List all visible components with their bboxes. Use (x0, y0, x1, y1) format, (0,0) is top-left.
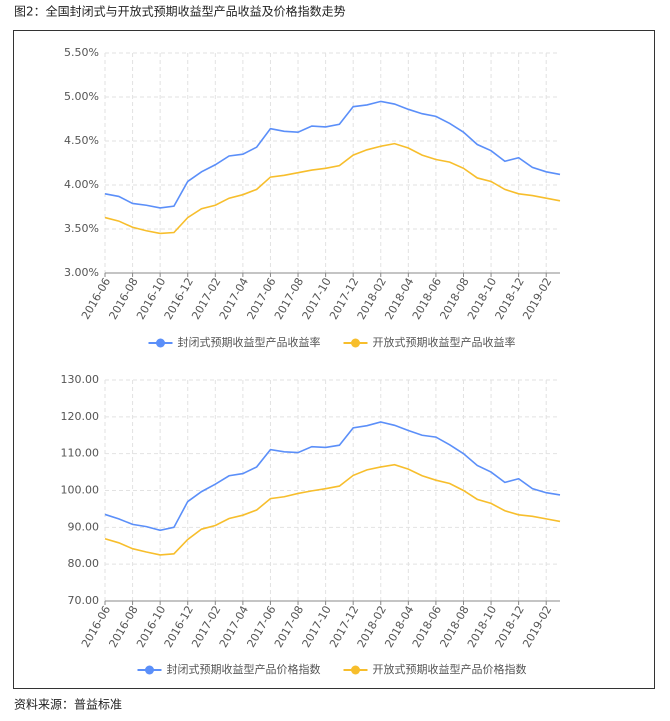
series-line (104, 142, 561, 235)
figure-caption: 图2：全国封闭式与开放式预期收益型产品收益及价格指数走势 (14, 4, 346, 19)
legend-symbol (156, 338, 165, 348)
legend-label: 开放式预期收益型产品价格指数 (373, 662, 527, 676)
y-tick-label: 5.00% (64, 90, 99, 103)
y-tick-label: 80.00 (68, 557, 100, 570)
legend-symbol (351, 338, 360, 348)
legend-label: 开放式预期收益型产品收益率 (373, 335, 516, 349)
series-line (104, 463, 561, 556)
y-tick-label: 3.50% (64, 222, 99, 235)
figure-frame (13, 30, 655, 689)
series-line (104, 421, 561, 532)
legend-symbol (351, 665, 360, 675)
legend-label: 封闭式预期收益型产品收益率 (178, 335, 321, 349)
y-tick-label: 4.50% (64, 134, 99, 147)
y-tick-label: 100.00 (61, 484, 100, 497)
y-tick-label: 130.00 (61, 373, 100, 386)
y-tick-label: 120.00 (61, 410, 100, 423)
source-note: 资料来源：普益标准 (14, 698, 122, 712)
y-tick-label: 90.00 (68, 520, 100, 533)
y-tick-label: 70.00 (68, 594, 100, 607)
legend-symbol (145, 665, 154, 675)
y-tick-label: 4.00% (64, 178, 99, 191)
y-tick-label: 5.50% (64, 46, 99, 59)
series-line (104, 100, 561, 209)
y-tick-label: 110.00 (61, 447, 100, 460)
legend-label: 封闭式预期收益型产品价格指数 (167, 662, 321, 676)
y-tick-label: 3.00% (64, 266, 99, 279)
